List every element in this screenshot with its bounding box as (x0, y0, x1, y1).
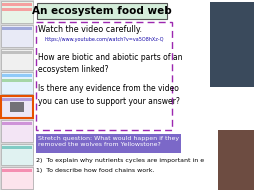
FancyBboxPatch shape (1, 143, 33, 165)
FancyBboxPatch shape (34, 0, 254, 190)
Text: https://www.youtube.com/watch?v=va5O8hXz-Q: https://www.youtube.com/watch?v=va5O8hXz… (44, 36, 164, 41)
FancyBboxPatch shape (1, 96, 33, 118)
Text: An ecosystem food web: An ecosystem food web (32, 6, 172, 16)
FancyBboxPatch shape (2, 3, 32, 6)
Text: 1)  To describe how food chains work.: 1) To describe how food chains work. (36, 168, 154, 173)
FancyBboxPatch shape (2, 146, 32, 149)
Text: Watch the video carefully.: Watch the video carefully. (38, 25, 142, 33)
FancyBboxPatch shape (210, 2, 254, 87)
FancyBboxPatch shape (36, 22, 172, 130)
FancyBboxPatch shape (1, 25, 33, 47)
Text: How are biotic and abiotic parts of an
ecosystem linked?: How are biotic and abiotic parts of an e… (38, 53, 183, 74)
FancyBboxPatch shape (2, 79, 32, 82)
FancyBboxPatch shape (2, 27, 32, 30)
FancyBboxPatch shape (218, 130, 254, 190)
FancyBboxPatch shape (2, 169, 32, 172)
Text: Stretch question: What would happen if they
removed the wolves from Yellowstone?: Stretch question: What would happen if t… (38, 136, 179, 147)
FancyBboxPatch shape (2, 51, 32, 54)
FancyBboxPatch shape (10, 102, 24, 112)
FancyBboxPatch shape (37, 3, 167, 19)
Text: Is there any evidence from the video
you can use to support your answer?: Is there any evidence from the video you… (38, 84, 180, 105)
FancyBboxPatch shape (1, 120, 33, 142)
FancyBboxPatch shape (2, 8, 32, 11)
FancyBboxPatch shape (1, 72, 33, 94)
FancyBboxPatch shape (1, 167, 33, 189)
FancyBboxPatch shape (2, 74, 32, 77)
FancyBboxPatch shape (2, 122, 32, 125)
FancyBboxPatch shape (2, 98, 32, 101)
FancyBboxPatch shape (0, 0, 34, 190)
FancyBboxPatch shape (1, 48, 33, 70)
Text: 2)  To explain why nutrients cycles are important in e: 2) To explain why nutrients cycles are i… (36, 158, 204, 163)
FancyBboxPatch shape (36, 134, 181, 153)
FancyBboxPatch shape (1, 1, 33, 23)
